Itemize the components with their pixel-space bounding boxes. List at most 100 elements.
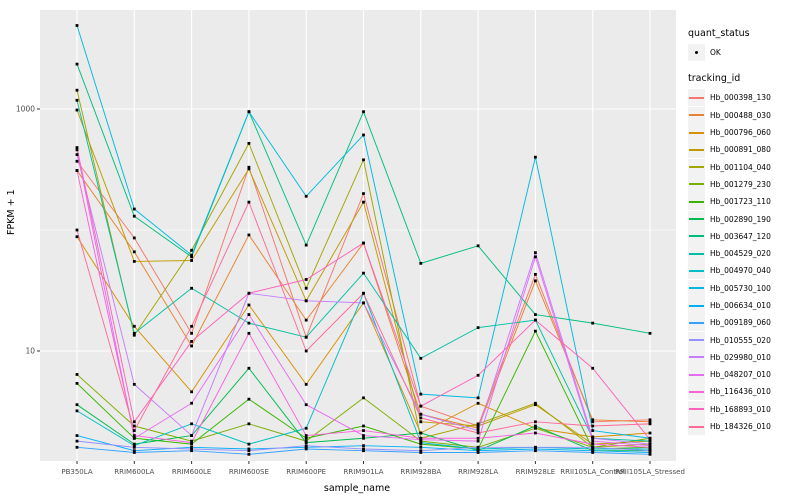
series-color-swatch [689, 252, 704, 255]
legend-item-Hb_001723_110: Hb_001723_110 [688, 193, 800, 211]
legend-item-Hb_005730_100: Hb_005730_100 [688, 279, 800, 297]
series-color-swatch [689, 114, 704, 117]
data-point [132, 260, 136, 263]
data-point [648, 444, 652, 448]
data-point [648, 452, 652, 456]
series-color-swatch [689, 166, 704, 169]
data-point [304, 382, 308, 386]
data-point [132, 449, 136, 453]
data-point [534, 313, 537, 316]
legend-item-label: Hb_003647_120 [710, 231, 771, 241]
legend-key-line [688, 262, 705, 280]
legend-key-line [688, 418, 705, 436]
data-point [75, 228, 79, 232]
x-tick-label-PB350LA: PB350LA [61, 468, 92, 476]
data-point [75, 439, 79, 443]
data-point [362, 200, 365, 204]
data-point [476, 422, 480, 426]
data-point [132, 250, 136, 254]
data-point [247, 233, 251, 237]
data-point [648, 422, 652, 426]
series-color-swatch [689, 390, 704, 393]
data-point [75, 381, 79, 385]
data-point [75, 148, 79, 152]
data-point [534, 318, 537, 322]
data-point [419, 438, 423, 442]
legend-key-line [688, 227, 705, 245]
legend-key-line [688, 314, 705, 332]
data-point [648, 331, 652, 335]
legend-item-Hb_029980_010: Hb_029980_010 [688, 348, 800, 366]
data-point [591, 447, 595, 451]
series-color-swatch [689, 218, 704, 221]
data-point [132, 444, 136, 448]
legend-item-Hb_009189_060: Hb_009189_060 [688, 314, 800, 332]
data-point [534, 329, 537, 333]
data-point [190, 422, 193, 426]
legend-item-Hb_184326_010: Hb_184326_010 [688, 418, 800, 436]
data-point [591, 366, 595, 370]
data-point [75, 235, 79, 239]
data-point [304, 403, 308, 407]
data-point [534, 447, 537, 451]
data-point [534, 403, 537, 407]
legend-item-label: Hb_029980_010 [710, 352, 771, 362]
legend-key-line [688, 193, 705, 211]
series-color-swatch [689, 287, 704, 290]
legend-item-Hb_010555_020: Hb_010555_020 [688, 331, 800, 349]
series-color-swatch [689, 131, 704, 134]
x-tick-label-RRIM600LA: RRIM600LA [114, 468, 154, 476]
data-point [362, 133, 365, 137]
legend-key-line [688, 124, 705, 142]
data-point [648, 439, 652, 443]
data-point [419, 392, 423, 396]
x-tick-label-RRIM928LA: RRIM928LA [458, 468, 498, 476]
data-point [419, 416, 423, 420]
data-point [476, 445, 480, 449]
data-point [75, 24, 79, 27]
legend-item-label: Hb_010555_020 [710, 335, 771, 345]
data-point [247, 313, 251, 316]
data-point [362, 436, 365, 440]
series-color-swatch [689, 269, 704, 272]
data-point [75, 159, 79, 163]
data-point [591, 429, 595, 432]
data-point [75, 403, 79, 407]
legend-item-Hb_000891_080: Hb_000891_080 [688, 141, 800, 159]
series-color-swatch [689, 321, 704, 324]
legend-item-Hb_003647_120: Hb_003647_120 [688, 227, 800, 245]
data-point [247, 321, 251, 325]
data-point [190, 390, 193, 394]
data-point [132, 333, 136, 337]
data-point [591, 451, 595, 454]
data-point [132, 382, 136, 386]
data-point [247, 447, 251, 451]
legend-quant-status-title: quant_status [688, 28, 750, 39]
data-point [419, 451, 423, 454]
legend-key-line [688, 297, 705, 314]
panel-background [40, 10, 676, 461]
data-point [476, 439, 480, 443]
data-point [362, 396, 365, 400]
data-point [247, 200, 251, 204]
legend-tracking-id-title: tracking_id [688, 73, 741, 85]
legend-key-line [688, 279, 705, 297]
data-point [476, 426, 480, 430]
legend-key-line [688, 89, 705, 107]
data-point [362, 192, 365, 195]
legend-key-line [688, 400, 705, 418]
legend-item-Hb_001279_230: Hb_001279_230 [688, 175, 800, 193]
data-point [648, 418, 652, 422]
data-point [304, 243, 308, 247]
data-point [132, 324, 136, 328]
legend-item-label: Hb_048207_010 [710, 370, 771, 380]
data-point [476, 429, 480, 432]
data-point [304, 439, 308, 443]
data-point [476, 396, 480, 400]
black-point-icon [695, 51, 698, 55]
legend-item-Hb_000398_130: Hb_000398_130 [688, 89, 800, 107]
data-point [591, 418, 595, 422]
legend-item-Hb_001104_040: Hb_001104_040 [688, 158, 800, 176]
x-tick-label-RRIM600LE: RRIM600LE [172, 468, 212, 476]
legend-item-Hb_006634_010: Hb_006634_010 [688, 297, 800, 314]
